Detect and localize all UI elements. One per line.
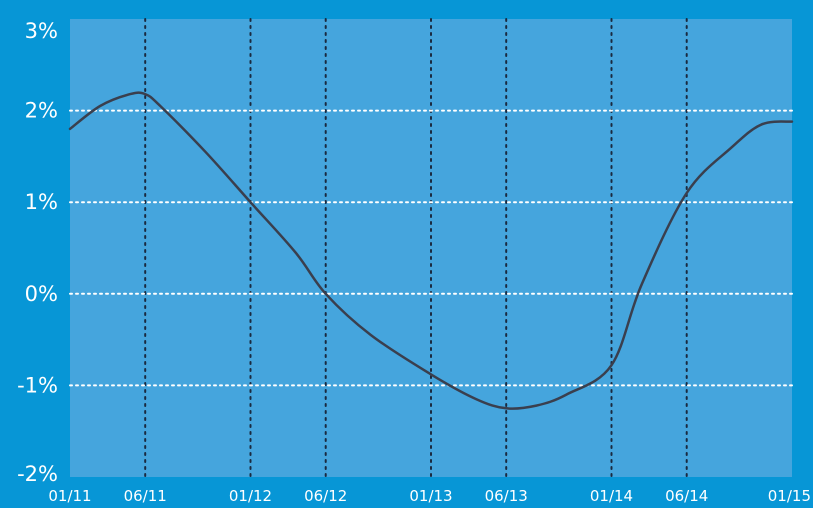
x-tick-label: 06/14	[665, 487, 708, 505]
x-axis-ticks: 01/11 06/11 01/12 06/12 01/13 06/13 01/14 06/14…	[48, 487, 811, 505]
horizontal-grid	[69, 109, 793, 387]
x-tick-label: 06/11	[124, 487, 167, 505]
x-tick-label: 01/14	[590, 487, 633, 505]
y-axis-ticks: 3% 2% 1% 0% -1% -2%	[17, 19, 58, 486]
y-tick-label: 0%	[25, 282, 58, 306]
y-tick-label: 3%	[25, 19, 58, 43]
x-tick-label: 01/15	[768, 487, 811, 505]
x-tick-label: 01/13	[409, 487, 452, 505]
x-tick-label: 06/12	[304, 487, 347, 505]
x-tick-label: 06/13	[485, 487, 528, 505]
x-tick-label: 01/12	[229, 487, 272, 505]
series-group	[68, 91, 794, 410]
y-tick-label: 2%	[25, 99, 58, 123]
y-tick-label: -1%	[17, 373, 58, 397]
x-tick-label: 01/11	[48, 487, 91, 505]
plot-area	[70, 19, 792, 477]
series-line	[68, 91, 794, 410]
y-tick-label: -2%	[17, 462, 58, 486]
y-tick-label: 1%	[25, 190, 58, 214]
